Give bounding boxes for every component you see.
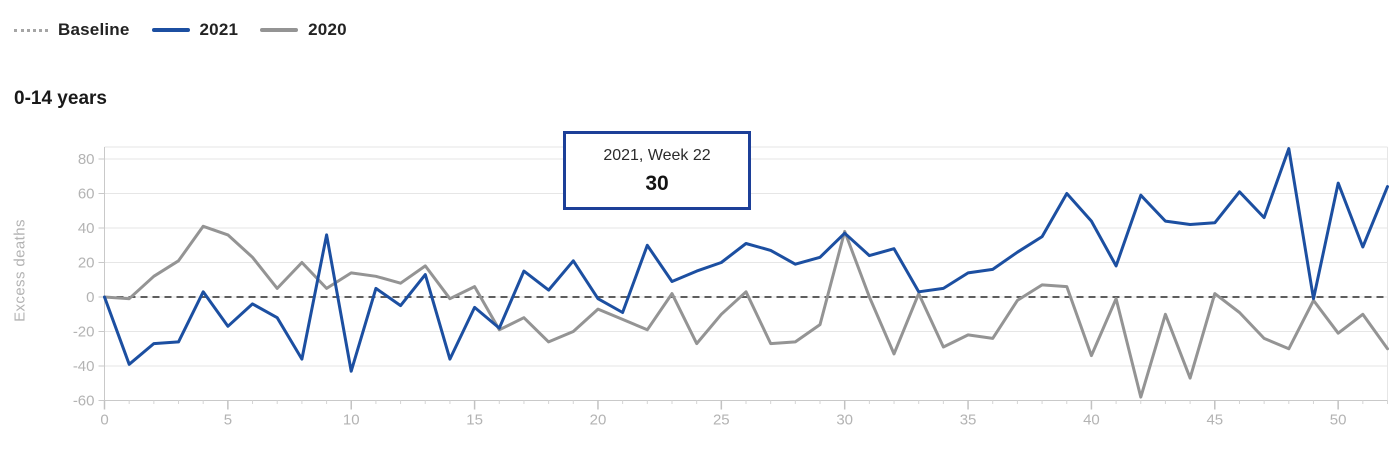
y-tick-label--40: -40 — [73, 358, 95, 375]
y-tick-label-80: 80 — [78, 151, 95, 168]
x-tick-label-10: 10 — [343, 412, 360, 429]
legend-item-2021[interactable]: 2021 — [151, 20, 239, 40]
baseline-dotted-swatch-icon — [14, 28, 48, 32]
y-tick-label-40: 40 — [78, 220, 95, 237]
legend-item-baseline[interactable]: Baseline — [14, 20, 130, 40]
x-tick-label-25: 25 — [713, 412, 730, 429]
y-tick-label-60: 60 — [78, 186, 95, 203]
tooltip-value: 30 — [645, 172, 669, 195]
x-tick-label-20: 20 — [590, 412, 607, 429]
legend-item-2020[interactable]: 2020 — [260, 20, 347, 40]
tooltip-series-week-label: 2021, Week 22 — [603, 147, 711, 164]
x-tick-label-5: 5 — [224, 412, 232, 429]
legend-label-baseline: Baseline — [58, 20, 130, 39]
x-tick-label-35: 35 — [960, 412, 977, 429]
series-2020-line-swatch-icon — [260, 28, 299, 32]
x-tick-label-45: 45 — [1206, 412, 1223, 429]
x-tick-label-0: 0 — [100, 412, 108, 429]
y-tick-label--60: -60 — [73, 393, 95, 410]
y-tick-label-0: 0 — [86, 289, 94, 306]
series-line-2021[interactable] — [103, 147, 1389, 373]
hover-tooltip: 2021, Week 22 30 — [563, 131, 751, 210]
x-tick-label-15: 15 — [466, 412, 483, 429]
series-2021-line-swatch-icon — [151, 28, 190, 32]
x-tick-label-40: 40 — [1083, 412, 1100, 429]
legend-label-2021: 2021 — [199, 20, 239, 39]
legend-label-2020: 2020 — [308, 20, 347, 39]
y-tick-label-20: 20 — [78, 255, 95, 272]
x-tick-label-30: 30 — [836, 412, 853, 429]
x-tick-label-50: 50 — [1330, 412, 1347, 429]
chart-title: 0-14 years — [14, 88, 107, 109]
y-tick-label--20: -20 — [73, 324, 95, 341]
chart-legend: Baseline 2021 2020 — [14, 20, 347, 40]
